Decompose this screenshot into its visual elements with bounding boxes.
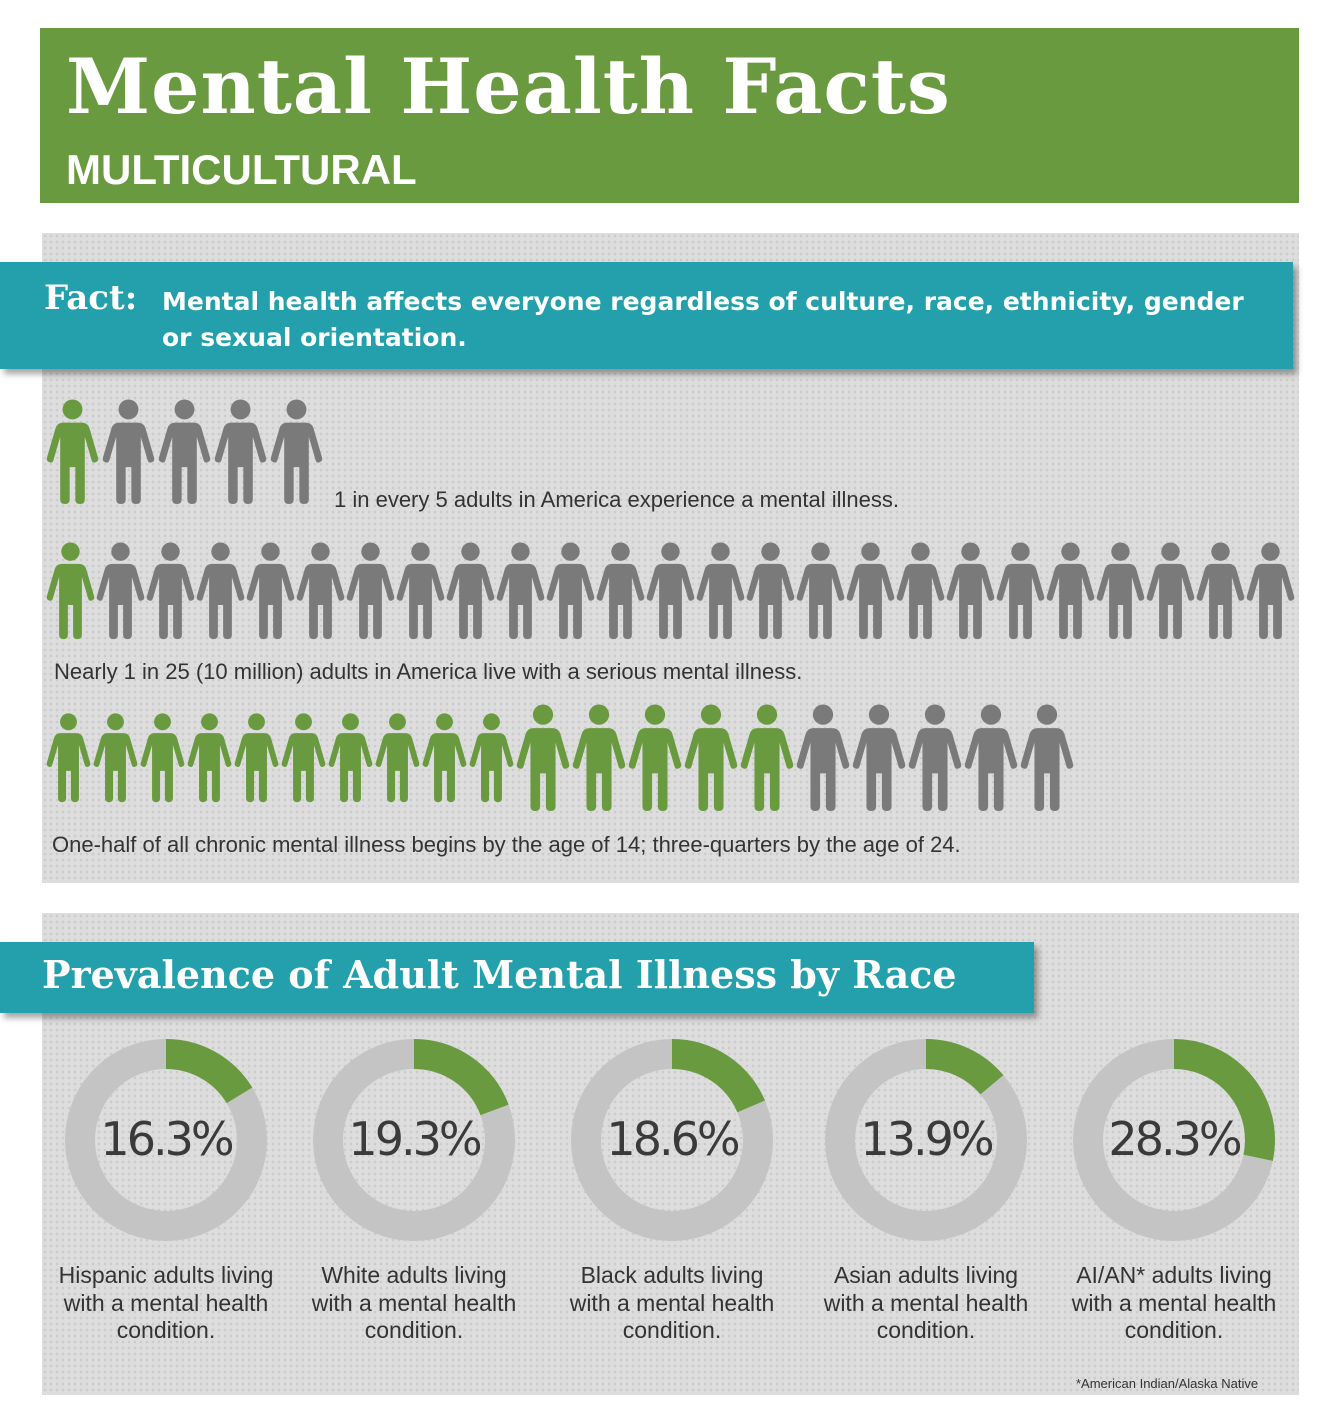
donut-value-label: 19.3% (348, 1112, 482, 1166)
donut-slice-2 (313, 1039, 515, 1241)
fact-text: Mental health affects everyone regardles… (162, 287, 1244, 352)
person-icon (46, 542, 95, 640)
person-icon (964, 702, 1018, 814)
stat-1-in-5: 1 in every 5 adults in America experienc… (334, 487, 899, 512)
donut-1: 16.3% (64, 1038, 268, 1242)
person-icon (908, 702, 962, 814)
person-icon (214, 396, 267, 508)
person-icon (396, 542, 445, 640)
person-icon (896, 542, 945, 640)
donut-5: 28.3% (1072, 1038, 1276, 1242)
person-icon (102, 396, 155, 508)
person-icon (146, 542, 195, 640)
donut-slice-3 (571, 1039, 773, 1241)
child-person-icon (46, 702, 91, 814)
child-person-icon (140, 702, 185, 814)
person-icon (196, 542, 245, 640)
child-person-icon (422, 702, 467, 814)
person-icon (796, 702, 850, 814)
donut-2: 19.3% (312, 1038, 516, 1242)
person-icon (446, 542, 495, 640)
person-icon (246, 542, 295, 640)
page-title: Mental Health Facts (66, 42, 951, 131)
stat-onset-age: One-half of all chronic mental illness b… (52, 832, 961, 857)
person-icon (852, 702, 906, 814)
donut-4: 13.9% (824, 1038, 1028, 1242)
people-row-onset-age (46, 702, 1074, 814)
donut-value-label: 18.6% (606, 1112, 740, 1166)
donut-value-label: 16.3% (100, 1112, 234, 1166)
footnote: *American Indian/Alaska Native (1076, 1376, 1259, 1391)
person-icon (628, 702, 682, 814)
person-icon (1096, 542, 1145, 640)
page-subtitle: MULTICULTURAL (66, 146, 417, 193)
race-banner: Prevalence of Adult Mental Illness by Ra… (0, 942, 1034, 1013)
person-icon (346, 542, 395, 640)
person-icon (946, 542, 995, 640)
race-description: Hispanic adults living with a mental hea… (58, 1262, 274, 1343)
person-icon (1246, 542, 1295, 640)
person-icon (1020, 702, 1074, 814)
person-icon (996, 542, 1045, 640)
person-icon (516, 702, 570, 814)
person-icon (546, 542, 595, 640)
donut-slice-4 (825, 1039, 1027, 1241)
person-icon (496, 542, 545, 640)
race-description: White adults living with a mental health… (311, 1262, 517, 1343)
race-section-title: Prevalence of Adult Mental Illness by Ra… (42, 952, 957, 997)
fact-banner: Fact: Mental health affects everyone reg… (0, 262, 1293, 369)
donut-3: 18.6% (570, 1038, 774, 1242)
person-icon (96, 542, 145, 640)
people-row-1-in-5 (46, 396, 323, 508)
person-icon (796, 542, 845, 640)
child-person-icon (469, 702, 514, 814)
donut-value-label: 28.3% (1108, 1112, 1242, 1166)
person-icon (684, 702, 738, 814)
child-person-icon (187, 702, 232, 814)
person-icon (646, 542, 695, 640)
person-icon (746, 542, 795, 640)
header-banner: Mental Health Facts MULTICULTURAL (40, 28, 1299, 203)
child-person-icon (375, 702, 420, 814)
fact-label: Fact: (44, 278, 138, 318)
person-icon (740, 702, 794, 814)
child-person-icon (93, 702, 138, 814)
person-icon (1146, 542, 1195, 640)
child-person-icon (281, 702, 326, 814)
race-description: Asian adults living with a mental health… (823, 1262, 1029, 1343)
race-description: Black adults living with a mental health… (569, 1262, 775, 1343)
race-description: AI/AN* adults living with a mental healt… (1071, 1262, 1277, 1343)
donut-value-label: 13.9% (860, 1112, 994, 1166)
child-person-icon (328, 702, 373, 814)
person-icon (296, 542, 345, 640)
person-icon (1046, 542, 1095, 640)
donut-slice-5 (1073, 1039, 1275, 1241)
person-icon (596, 542, 645, 640)
person-icon (696, 542, 745, 640)
donut-slice-1 (65, 1039, 267, 1241)
person-icon (46, 396, 99, 508)
stat-1-in-25: Nearly 1 in 25 (10 million) adults in Am… (54, 659, 803, 684)
child-person-icon (234, 702, 279, 814)
person-icon (270, 396, 323, 508)
person-icon (846, 542, 895, 640)
people-row-1-in-25 (46, 542, 1295, 640)
person-icon (572, 702, 626, 814)
person-icon (1196, 542, 1245, 640)
person-icon (158, 396, 211, 508)
